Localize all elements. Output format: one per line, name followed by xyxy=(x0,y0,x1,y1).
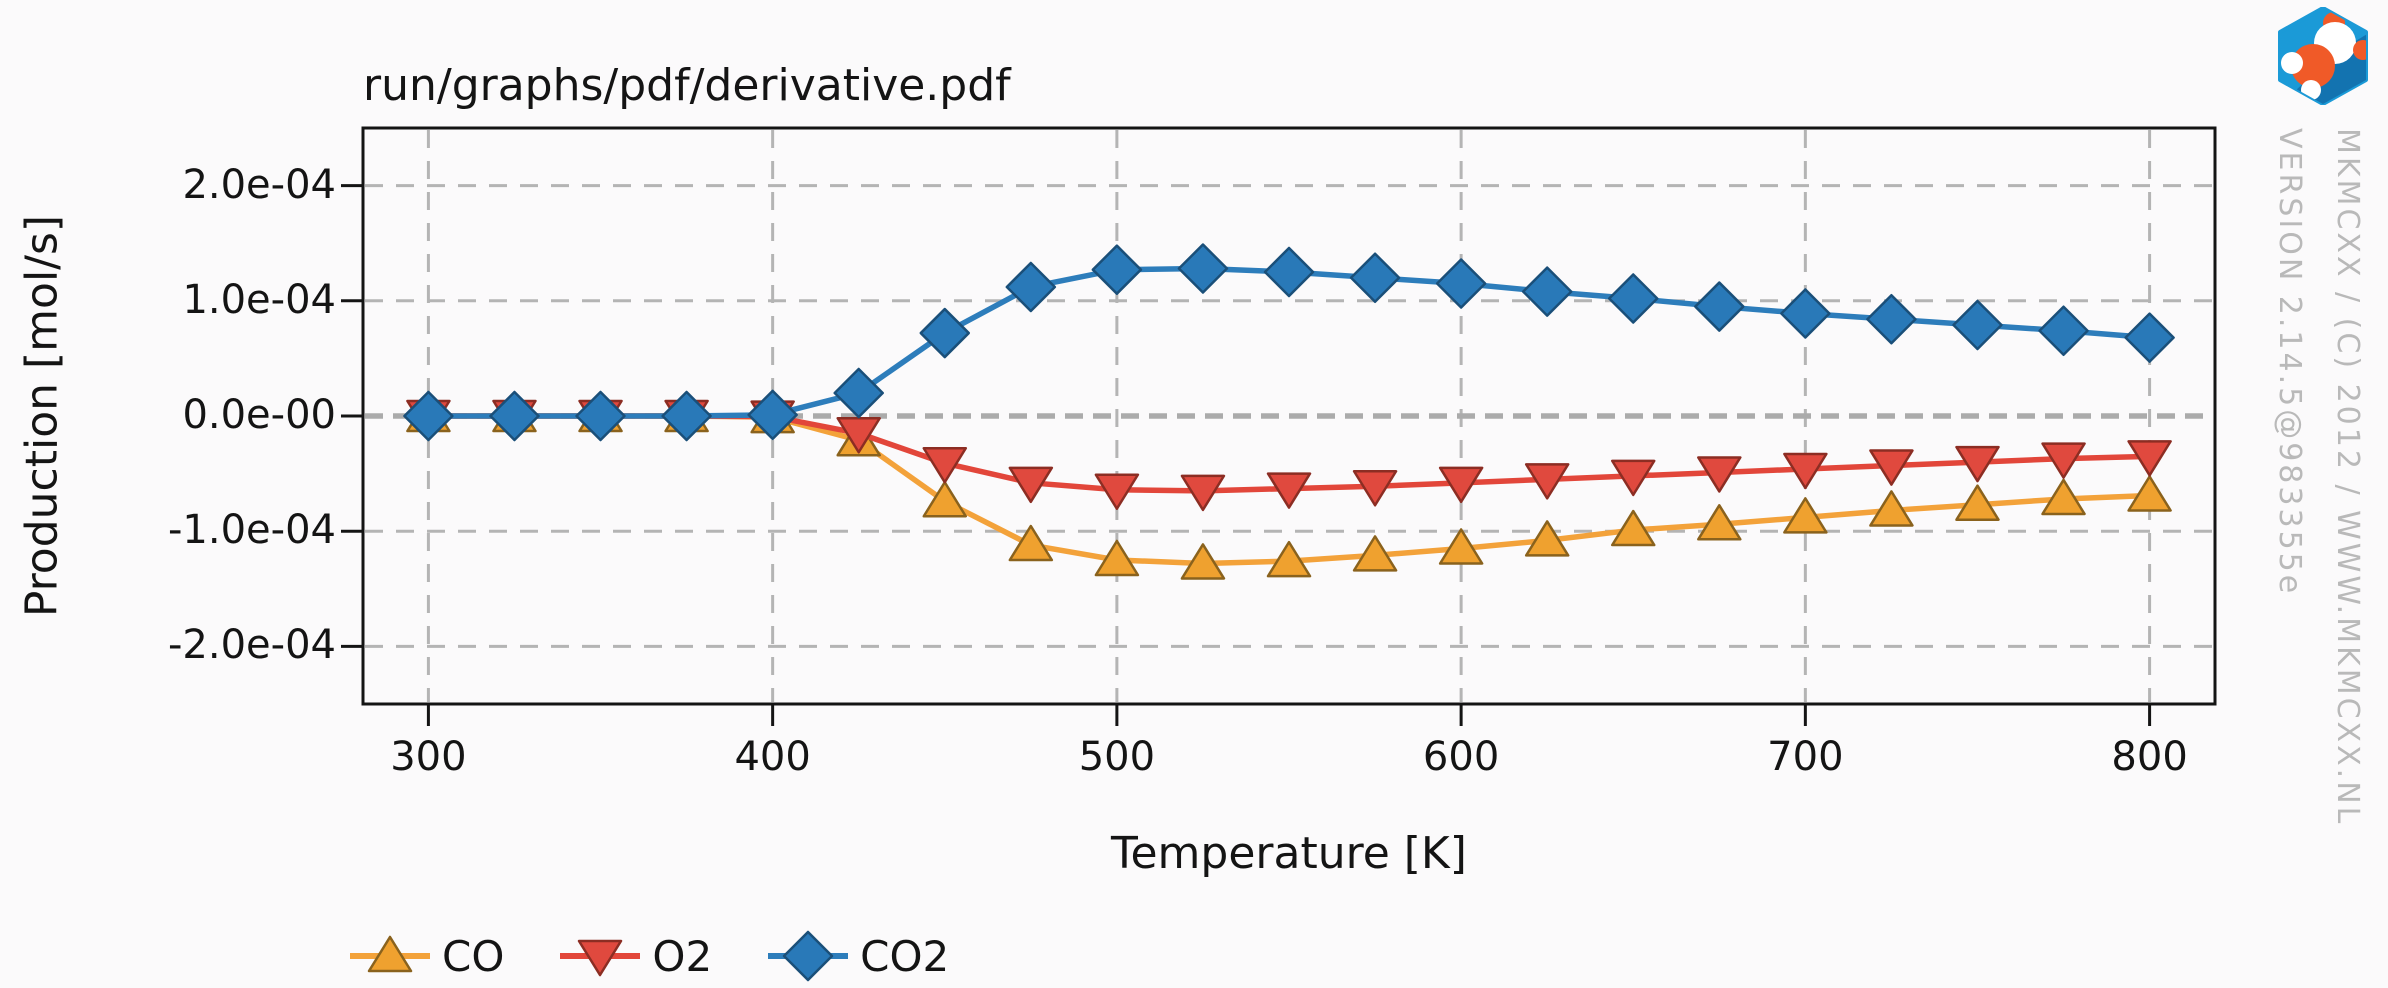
x-tick-label: 500 xyxy=(1078,734,1156,780)
y-axis-label: Production [mol/s] xyxy=(16,214,68,618)
logo-atom-orange-right xyxy=(2353,40,2366,60)
mkmcxx-molecule-logo-icon xyxy=(2278,7,2368,105)
co-marker xyxy=(1180,543,1226,580)
co-marker xyxy=(1524,520,1570,557)
o2-marker xyxy=(1008,466,1054,504)
o2-marker xyxy=(1094,473,1140,510)
logo-atom-white-left xyxy=(2281,52,2303,74)
co2-marker xyxy=(661,390,712,442)
o2-marker xyxy=(2127,440,2172,477)
x-tick-label: 700 xyxy=(1767,734,1844,780)
x-tick-label: 300 xyxy=(390,734,467,780)
co2-marker xyxy=(575,390,626,442)
o2-legend-marker-icon xyxy=(560,939,641,977)
o2-marker xyxy=(1180,474,1226,512)
co-marker xyxy=(1438,528,1484,565)
watermark-copyright: MKMCXX / (C) 2012 / WWW.MKMCXX.NL xyxy=(2330,128,2365,827)
co2-marker xyxy=(833,367,884,419)
o2-marker xyxy=(1869,449,1914,486)
o2-marker xyxy=(1438,466,1484,504)
co-marker xyxy=(1352,535,1398,572)
co-marker xyxy=(1697,504,1742,541)
o2-marker xyxy=(2041,442,2086,479)
legend-item-o2: O2 xyxy=(558,930,712,982)
co-marker xyxy=(1008,524,1054,562)
o2-marker xyxy=(922,446,968,484)
logo-atom-orange-large xyxy=(2291,44,2335,88)
co2-marker xyxy=(747,389,798,441)
co-marker xyxy=(922,480,968,518)
legend-label: O2 xyxy=(652,931,713,981)
co2-marker xyxy=(919,307,971,359)
co2-marker xyxy=(489,390,540,442)
y-tick-label: -2.0e-04 xyxy=(168,622,336,669)
o2-marker xyxy=(1352,470,1398,507)
co2-marker xyxy=(1005,261,1057,313)
x-tick-label: 400 xyxy=(734,734,811,780)
co2-marker xyxy=(1177,243,1229,294)
o2-marker xyxy=(1610,459,1656,497)
co-marker xyxy=(1869,490,1914,527)
watermark-version: VERSION 2.14.5@983355e xyxy=(2272,128,2307,597)
co2-marker xyxy=(1780,288,1831,339)
co-marker xyxy=(1094,539,1140,577)
co2-marker xyxy=(1435,258,1487,309)
co2-marker xyxy=(1349,252,1401,304)
o2-marker xyxy=(1783,452,1828,490)
co-marker xyxy=(1783,497,1828,534)
o2-marker xyxy=(1697,456,1742,493)
x-tick-label: 600 xyxy=(1422,734,1500,780)
co2-marker xyxy=(2038,305,2089,357)
co-marker xyxy=(1955,484,2000,521)
logo-atom-white-bottom xyxy=(2301,80,2321,100)
co2-marker xyxy=(1521,266,1573,317)
co2-marker xyxy=(1952,299,2003,351)
chart-title: run/graphs/pdf/derivative.pdf xyxy=(363,60,1011,111)
legend-label: CO xyxy=(442,931,505,981)
y-tick-label: 0.0e-00 xyxy=(182,392,336,439)
o2-marker xyxy=(836,417,881,454)
legend: CO O2 CO2 xyxy=(348,930,949,982)
x-tick-label: 800 xyxy=(2111,734,2188,780)
plot-frame xyxy=(361,126,2217,706)
o2-marker xyxy=(1955,445,2000,483)
co-legend-marker-icon xyxy=(350,935,430,973)
co2-legend-marker-icon xyxy=(768,930,849,982)
co2-marker xyxy=(1607,273,1659,324)
co2-marker xyxy=(2124,312,2175,363)
legend-label: CO2 xyxy=(860,931,950,981)
y-tick-label: 2.0e-04 xyxy=(182,161,336,208)
co-marker xyxy=(2127,475,2172,512)
legend-item-co2: CO2 xyxy=(766,930,949,982)
co-marker xyxy=(1610,509,1656,547)
o2-marker xyxy=(1266,472,1312,509)
co-marker xyxy=(2041,478,2086,516)
co2-marker xyxy=(1866,293,1917,345)
y-tick-label: -1.0e-04 xyxy=(168,507,336,554)
co2-marker xyxy=(1694,281,1745,332)
co-marker xyxy=(1266,540,1312,578)
co2-marker xyxy=(1263,246,1315,298)
co2-marker xyxy=(403,390,454,442)
y-tick-label: 1.0e-04 xyxy=(182,276,336,323)
o2-marker xyxy=(1524,463,1570,500)
co2-marker xyxy=(1091,244,1143,295)
legend-item-co: CO xyxy=(348,930,504,982)
x-axis-label: Temperature [K] xyxy=(1111,828,1467,879)
